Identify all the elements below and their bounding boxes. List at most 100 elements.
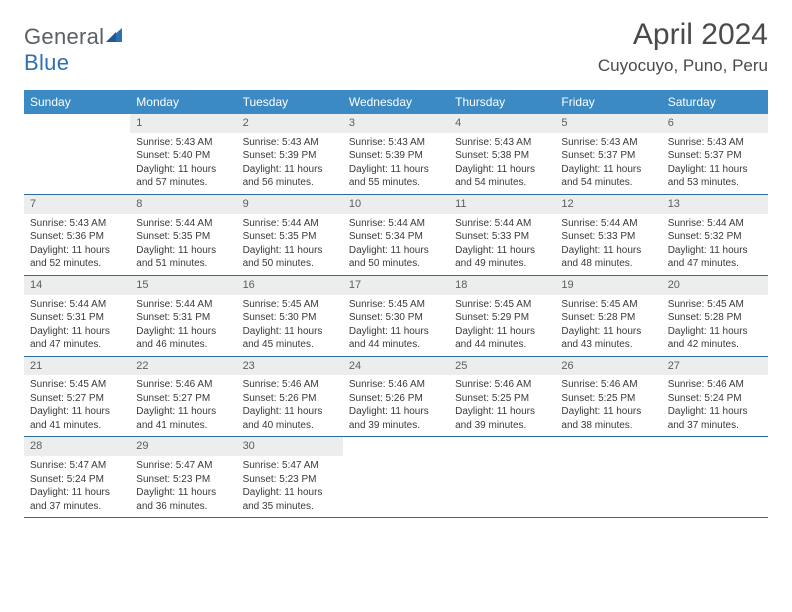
sunset-text: Sunset: 5:30 PM (349, 311, 443, 325)
day-number: 24 (343, 357, 449, 376)
day-number: 18 (449, 276, 555, 295)
sunset-text: Sunset: 5:40 PM (136, 149, 230, 163)
sunset-text: Sunset: 5:23 PM (243, 473, 337, 487)
sunrise-text: Sunrise: 5:47 AM (30, 459, 124, 473)
calendar-cell: 12Sunrise: 5:44 AMSunset: 5:33 PMDayligh… (555, 194, 661, 275)
day-number: 2 (237, 114, 343, 133)
calendar-cell: 4Sunrise: 5:43 AMSunset: 5:38 PMDaylight… (449, 114, 555, 194)
weekday-header: Sunday (24, 90, 130, 114)
day-body: Sunrise: 5:45 AMSunset: 5:27 PMDaylight:… (24, 375, 130, 436)
day-body: Sunrise: 5:46 AMSunset: 5:24 PMDaylight:… (662, 375, 768, 436)
calendar-cell: 24Sunrise: 5:46 AMSunset: 5:26 PMDayligh… (343, 356, 449, 437)
sunrise-text: Sunrise: 5:46 AM (561, 378, 655, 392)
day-number: 1 (130, 114, 236, 133)
weekday-header: Tuesday (237, 90, 343, 114)
calendar-cell: 22Sunrise: 5:46 AMSunset: 5:27 PMDayligh… (130, 356, 236, 437)
calendar-cell (24, 114, 130, 194)
daylight-text: Daylight: 11 hours and 40 minutes. (243, 405, 337, 432)
daylight-text: Daylight: 11 hours and 55 minutes. (349, 163, 443, 190)
day-body: Sunrise: 5:46 AMSunset: 5:26 PMDaylight:… (343, 375, 449, 436)
daylight-text: Daylight: 11 hours and 49 minutes. (455, 244, 549, 271)
sunset-text: Sunset: 5:33 PM (455, 230, 549, 244)
calendar-cell (555, 437, 661, 518)
brand-name-a: General (24, 24, 104, 49)
calendar-cell: 27Sunrise: 5:46 AMSunset: 5:24 PMDayligh… (662, 356, 768, 437)
calendar-cell: 14Sunrise: 5:44 AMSunset: 5:31 PMDayligh… (24, 275, 130, 356)
sunset-text: Sunset: 5:33 PM (561, 230, 655, 244)
sunset-text: Sunset: 5:35 PM (136, 230, 230, 244)
day-number: 26 (555, 357, 661, 376)
sunset-text: Sunset: 5:27 PM (136, 392, 230, 406)
sunset-text: Sunset: 5:31 PM (30, 311, 124, 325)
day-number: 4 (449, 114, 555, 133)
sunrise-text: Sunrise: 5:46 AM (243, 378, 337, 392)
day-body: Sunrise: 5:44 AMSunset: 5:35 PMDaylight:… (237, 214, 343, 275)
sunset-text: Sunset: 5:26 PM (243, 392, 337, 406)
sunset-text: Sunset: 5:35 PM (243, 230, 337, 244)
sunrise-text: Sunrise: 5:44 AM (561, 217, 655, 231)
weekday-header: Thursday (449, 90, 555, 114)
sunrise-text: Sunrise: 5:43 AM (30, 217, 124, 231)
day-body: Sunrise: 5:44 AMSunset: 5:31 PMDaylight:… (130, 295, 236, 356)
calendar-cell: 17Sunrise: 5:45 AMSunset: 5:30 PMDayligh… (343, 275, 449, 356)
daylight-text: Daylight: 11 hours and 39 minutes. (455, 405, 549, 432)
sunset-text: Sunset: 5:26 PM (349, 392, 443, 406)
daylight-text: Daylight: 11 hours and 46 minutes. (136, 325, 230, 352)
day-body: Sunrise: 5:44 AMSunset: 5:34 PMDaylight:… (343, 214, 449, 275)
calendar-cell: 1Sunrise: 5:43 AMSunset: 5:40 PMDaylight… (130, 114, 236, 194)
day-body: Sunrise: 5:47 AMSunset: 5:24 PMDaylight:… (24, 456, 130, 517)
calendar-cell: 19Sunrise: 5:45 AMSunset: 5:28 PMDayligh… (555, 275, 661, 356)
calendar-cell: 9Sunrise: 5:44 AMSunset: 5:35 PMDaylight… (237, 194, 343, 275)
day-number: 3 (343, 114, 449, 133)
day-body: Sunrise: 5:46 AMSunset: 5:27 PMDaylight:… (130, 375, 236, 436)
calendar-cell: 30Sunrise: 5:47 AMSunset: 5:23 PMDayligh… (237, 437, 343, 518)
day-number: 14 (24, 276, 130, 295)
sunrise-text: Sunrise: 5:46 AM (455, 378, 549, 392)
calendar-cell: 20Sunrise: 5:45 AMSunset: 5:28 PMDayligh… (662, 275, 768, 356)
day-body: Sunrise: 5:43 AMSunset: 5:39 PMDaylight:… (237, 133, 343, 194)
daylight-text: Daylight: 11 hours and 37 minutes. (30, 486, 124, 513)
sunrise-text: Sunrise: 5:44 AM (243, 217, 337, 231)
day-number: 29 (130, 437, 236, 456)
sunset-text: Sunset: 5:23 PM (136, 473, 230, 487)
sunrise-text: Sunrise: 5:43 AM (668, 136, 762, 150)
day-body: Sunrise: 5:44 AMSunset: 5:33 PMDaylight:… (449, 214, 555, 275)
calendar-cell: 25Sunrise: 5:46 AMSunset: 5:25 PMDayligh… (449, 356, 555, 437)
day-number: 7 (24, 195, 130, 214)
weekday-header: Wednesday (343, 90, 449, 114)
sunrise-text: Sunrise: 5:44 AM (30, 298, 124, 312)
calendar-cell: 29Sunrise: 5:47 AMSunset: 5:23 PMDayligh… (130, 437, 236, 518)
brand-name-b: Blue (24, 50, 69, 75)
sunrise-text: Sunrise: 5:45 AM (30, 378, 124, 392)
calendar-body: 1Sunrise: 5:43 AMSunset: 5:40 PMDaylight… (24, 114, 768, 518)
day-body: Sunrise: 5:44 AMSunset: 5:32 PMDaylight:… (662, 214, 768, 275)
daylight-text: Daylight: 11 hours and 53 minutes. (668, 163, 762, 190)
daylight-text: Daylight: 11 hours and 41 minutes. (136, 405, 230, 432)
sunset-text: Sunset: 5:25 PM (455, 392, 549, 406)
sunrise-text: Sunrise: 5:44 AM (668, 217, 762, 231)
sunset-text: Sunset: 5:29 PM (455, 311, 549, 325)
daylight-text: Daylight: 11 hours and 35 minutes. (243, 486, 337, 513)
sunset-text: Sunset: 5:31 PM (136, 311, 230, 325)
sunset-text: Sunset: 5:38 PM (455, 149, 549, 163)
calendar-header-row: SundayMondayTuesdayWednesdayThursdayFrid… (24, 90, 768, 114)
daylight-text: Daylight: 11 hours and 48 minutes. (561, 244, 655, 271)
day-number: 30 (237, 437, 343, 456)
day-number: 9 (237, 195, 343, 214)
calendar-cell: 15Sunrise: 5:44 AMSunset: 5:31 PMDayligh… (130, 275, 236, 356)
daylight-text: Daylight: 11 hours and 45 minutes. (243, 325, 337, 352)
sunrise-text: Sunrise: 5:44 AM (349, 217, 443, 231)
day-body: Sunrise: 5:43 AMSunset: 5:36 PMDaylight:… (24, 214, 130, 275)
sunset-text: Sunset: 5:34 PM (349, 230, 443, 244)
daylight-text: Daylight: 11 hours and 54 minutes. (455, 163, 549, 190)
calendar-cell: 23Sunrise: 5:46 AMSunset: 5:26 PMDayligh… (237, 356, 343, 437)
day-body: Sunrise: 5:43 AMSunset: 5:40 PMDaylight:… (130, 133, 236, 194)
daylight-text: Daylight: 11 hours and 54 minutes. (561, 163, 655, 190)
month-title: April 2024 (598, 18, 768, 52)
calendar-cell: 16Sunrise: 5:45 AMSunset: 5:30 PMDayligh… (237, 275, 343, 356)
day-number: 10 (343, 195, 449, 214)
day-body: Sunrise: 5:45 AMSunset: 5:29 PMDaylight:… (449, 295, 555, 356)
calendar-cell: 3Sunrise: 5:43 AMSunset: 5:39 PMDaylight… (343, 114, 449, 194)
sunrise-text: Sunrise: 5:44 AM (455, 217, 549, 231)
brand-logo: GeneralBlue (24, 18, 124, 76)
